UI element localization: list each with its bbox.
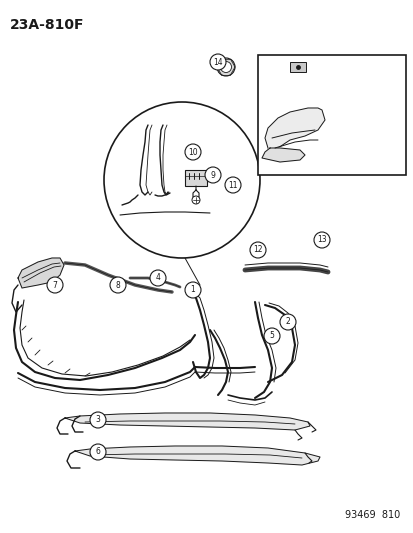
- Text: 9: 9: [210, 171, 215, 180]
- Text: 12: 12: [253, 246, 262, 254]
- Circle shape: [279, 314, 295, 330]
- Circle shape: [192, 196, 199, 204]
- Bar: [257, 55, 405, 175]
- Text: 6: 6: [95, 448, 100, 456]
- Text: 93469  810: 93469 810: [344, 510, 399, 520]
- Circle shape: [185, 144, 201, 160]
- Circle shape: [185, 282, 201, 298]
- Text: 11: 11: [228, 181, 237, 190]
- Polygon shape: [65, 413, 309, 430]
- Text: 5: 5: [269, 332, 274, 341]
- Text: 1: 1: [190, 286, 195, 295]
- Text: 23A-810F: 23A-810F: [10, 18, 84, 32]
- Text: 8: 8: [115, 280, 120, 289]
- Polygon shape: [75, 446, 319, 465]
- Polygon shape: [261, 148, 304, 162]
- Text: 14: 14: [213, 58, 222, 67]
- Circle shape: [110, 277, 126, 293]
- Text: 7: 7: [52, 280, 57, 289]
- Circle shape: [249, 242, 266, 258]
- Text: 4: 4: [155, 273, 160, 282]
- Circle shape: [47, 277, 63, 293]
- Circle shape: [90, 444, 106, 460]
- Circle shape: [90, 412, 106, 428]
- Circle shape: [150, 270, 166, 286]
- Circle shape: [204, 167, 221, 183]
- Text: 10: 10: [188, 148, 197, 157]
- Bar: [289, 62, 305, 72]
- Bar: [185, 170, 206, 186]
- Circle shape: [104, 102, 259, 258]
- Text: 13: 13: [316, 236, 326, 245]
- Circle shape: [209, 54, 225, 70]
- Polygon shape: [264, 108, 324, 155]
- Polygon shape: [18, 258, 64, 288]
- Circle shape: [220, 61, 231, 72]
- Text: 3: 3: [95, 416, 100, 424]
- Text: 2: 2: [285, 318, 290, 327]
- Circle shape: [216, 58, 235, 76]
- Circle shape: [263, 328, 279, 344]
- Circle shape: [313, 232, 329, 248]
- Circle shape: [224, 177, 240, 193]
